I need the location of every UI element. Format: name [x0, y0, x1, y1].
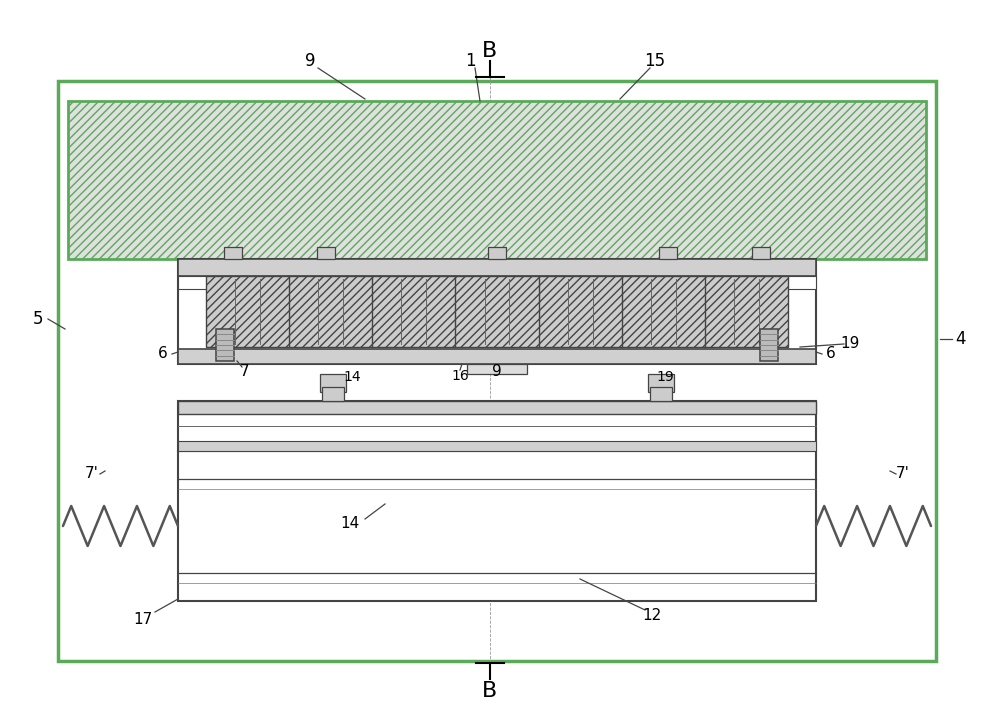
- Bar: [178, 401, 816, 451]
- Bar: [178, 276, 816, 289]
- Bar: [58, 81, 936, 661]
- Bar: [178, 349, 816, 364]
- Bar: [760, 329, 778, 361]
- Bar: [178, 451, 816, 601]
- Text: 7: 7: [240, 365, 250, 380]
- Bar: [467, 364, 527, 374]
- Bar: [650, 387, 672, 401]
- Bar: [206, 276, 788, 347]
- Bar: [320, 374, 346, 392]
- Text: 19: 19: [656, 370, 674, 384]
- Bar: [178, 401, 816, 414]
- Text: 15: 15: [644, 52, 666, 70]
- Bar: [488, 247, 506, 259]
- Bar: [224, 247, 242, 259]
- Bar: [178, 259, 816, 364]
- Text: 4: 4: [955, 330, 965, 348]
- Text: 6: 6: [158, 347, 168, 362]
- Text: 9: 9: [492, 364, 502, 378]
- Text: 6: 6: [826, 347, 836, 362]
- Text: 14: 14: [340, 516, 360, 531]
- Text: 17: 17: [133, 611, 153, 626]
- Text: 12: 12: [642, 608, 662, 623]
- Bar: [68, 101, 926, 259]
- Text: 1: 1: [465, 52, 475, 70]
- Bar: [317, 247, 335, 259]
- Bar: [178, 259, 816, 276]
- Text: 7': 7': [896, 467, 910, 482]
- Text: B: B: [482, 681, 498, 701]
- Bar: [659, 247, 677, 259]
- Bar: [178, 441, 816, 451]
- Text: 7': 7': [85, 467, 99, 482]
- Text: B: B: [482, 41, 498, 61]
- Bar: [216, 329, 234, 361]
- Bar: [752, 247, 770, 259]
- Text: 9: 9: [305, 52, 315, 70]
- Bar: [648, 374, 674, 392]
- Text: 5: 5: [33, 310, 43, 328]
- Text: 14: 14: [343, 370, 361, 384]
- Text: 16: 16: [451, 369, 469, 383]
- Bar: [322, 387, 344, 401]
- Text: 19: 19: [840, 336, 860, 352]
